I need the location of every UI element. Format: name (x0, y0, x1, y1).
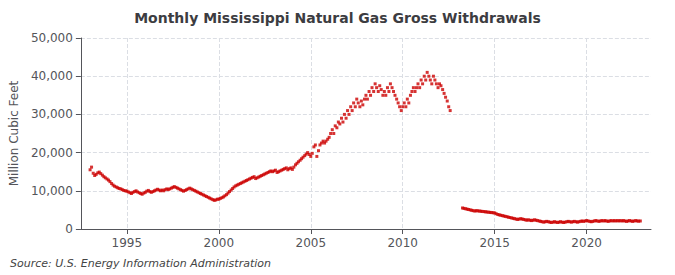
svg-text:2005: 2005 (295, 236, 326, 250)
svg-text:30,000: 30,000 (31, 107, 73, 121)
svg-text:Source: U.S. Energy Informatio: Source: U.S. Energy Information Administ… (10, 257, 271, 270)
svg-text:50,000: 50,000 (31, 31, 73, 45)
svg-text:10,000: 10,000 (31, 184, 73, 198)
svg-text:1995: 1995 (112, 236, 143, 250)
svg-text:20,000: 20,000 (31, 146, 73, 160)
svg-text:2020: 2020 (571, 236, 602, 250)
svg-text:2000: 2000 (204, 236, 235, 250)
svg-text:2015: 2015 (479, 236, 510, 250)
svg-text:2010: 2010 (387, 236, 418, 250)
svg-text:0: 0 (65, 222, 73, 236)
svg-text:40,000: 40,000 (31, 69, 73, 83)
svg-text:Million Cubic Feet: Million Cubic Feet (7, 80, 21, 186)
svg-text:Monthly Mississippi Natural Ga: Monthly Mississippi Natural Gas Gross Wi… (134, 10, 541, 26)
